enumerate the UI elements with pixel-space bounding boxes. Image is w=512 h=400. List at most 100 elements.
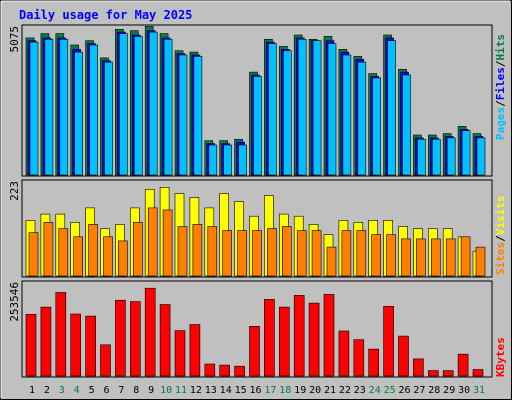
hits-chart-pages-bar-day-18 <box>282 50 292 176</box>
hits-chart-pages-bar-day-23 <box>357 61 367 176</box>
kbytes-chart-kbytes-bar-day-17 <box>264 299 275 377</box>
hits-chart-pages-bar-day-19 <box>297 38 307 176</box>
legend-files: Files <box>494 67 507 100</box>
chart-title: Daily usage for May 2025 <box>19 8 192 22</box>
day-label-16: 16 <box>249 385 261 396</box>
hits-chart-pages-bar-day-15 <box>238 144 247 176</box>
hits-chart-pages-bar-day-7 <box>119 33 128 176</box>
day-label-4: 4 <box>74 385 80 396</box>
day-label-21: 21 <box>324 385 336 396</box>
hits-chart-pages-bar-day-3 <box>59 38 69 176</box>
day-label-18: 18 <box>279 385 291 396</box>
hits-chart-pages-bar-day-27 <box>417 139 426 176</box>
kbytes-chart-kbytes-bar-day-19 <box>293 295 305 377</box>
visits-chart-sites-bar-day-16 <box>252 230 262 277</box>
visits-chart-sites-bar-day-2 <box>43 222 54 277</box>
day-label-23: 23 <box>354 385 366 396</box>
hits-ymax-label: 5075 <box>8 26 21 53</box>
visits-chart-sites-bar-day-30 <box>460 236 471 277</box>
day-label-19: 19 <box>294 385 306 396</box>
kbytes-chart-kbytes-bar-day-11 <box>174 330 186 377</box>
day-label-1: 1 <box>29 385 35 396</box>
day-label-20: 20 <box>309 385 321 396</box>
kbytes-chart-kbytes-bar-day-10 <box>159 304 171 377</box>
visits-chart-sites-bar-day-13 <box>207 226 218 277</box>
day-label-30: 30 <box>458 385 470 396</box>
day-label-15: 15 <box>235 385 247 396</box>
kbytes-chart-kbytes-bar-day-9 <box>144 287 156 377</box>
legend-sep-3: / <box>494 235 507 242</box>
kbytes-chart-kbytes-bar-day-26 <box>398 335 409 377</box>
kbytes-chart-kbytes-bar-day-20 <box>308 302 320 377</box>
kbytes-chart-kbytes-bar-day-14 <box>219 364 230 377</box>
hits-chart-pages-bar-day-12 <box>193 56 203 176</box>
visits-chart-sites-bar-day-19 <box>296 230 307 277</box>
kbytes-chart-kbytes-bar-day-7 <box>115 299 126 377</box>
day-label-22: 22 <box>339 385 351 396</box>
legend-hits: Hits <box>494 34 507 61</box>
visits-chart-sites-bar-day-21 <box>326 246 337 277</box>
hits-chart-pages-bar-day-22 <box>342 54 352 176</box>
hits-chart-pages-bar-day-6 <box>104 61 113 176</box>
hits-chart-pages-bar-day-8 <box>134 36 143 176</box>
kbytes-chart-kbytes-bar-day-28 <box>427 370 439 377</box>
day-label-7: 7 <box>118 385 124 396</box>
day-label-13: 13 <box>205 385 217 396</box>
visits-chart-sites-bar-day-29 <box>445 238 456 277</box>
kbytes-ymax-label: 253546 <box>8 282 21 322</box>
kbytes-chart-kbytes-bar-day-24 <box>368 348 380 377</box>
day-label-12: 12 <box>190 385 202 396</box>
visits-chart-sites-bar-day-11 <box>177 226 188 277</box>
visits-chart-sites-bar-day-8 <box>133 222 143 277</box>
hits-chart-pages-bar-day-17 <box>268 43 277 176</box>
day-label-5: 5 <box>89 385 95 396</box>
day-label-25: 25 <box>384 385 396 396</box>
hits-chart-pages-bar-day-25 <box>387 40 396 176</box>
legend-pages: Pages <box>494 107 507 140</box>
kbytes-chart-kbytes-bar-day-22 <box>338 330 350 377</box>
hits-chart-pages-bar-day-9 <box>148 31 158 176</box>
day-label-24: 24 <box>369 385 381 396</box>
visits-chart-sites-bar-day-7 <box>118 240 128 277</box>
day-label-29: 29 <box>443 385 455 396</box>
day-label-2: 2 <box>44 385 50 396</box>
legend-sep-1: / <box>494 100 507 107</box>
day-label-31: 31 <box>473 385 485 396</box>
visits-chart-sites-bar-day-9 <box>147 207 158 277</box>
hits-chart-pages-bar-day-2 <box>44 38 54 176</box>
kbytes-chart-kbytes-bar-day-29 <box>442 370 454 377</box>
kbytes-chart-kbytes-bar-day-13 <box>204 363 216 377</box>
visits-chart-sites-bar-day-31 <box>475 246 486 277</box>
visits-ymax-label: 223 <box>8 181 21 201</box>
kbytes-chart-kbytes-bar-day-1 <box>25 313 37 377</box>
visits-chart-sites-bar-day-4 <box>73 236 83 277</box>
visits-chart-sites-bar-day-20 <box>311 230 322 277</box>
kbytes-legend: KBytes <box>494 337 507 377</box>
visits-chart-sites-bar-day-25 <box>386 234 396 277</box>
kbytes-chart-kbytes-bar-day-23 <box>353 339 365 377</box>
visits-chart-sites-bar-day-5 <box>88 224 98 277</box>
visits-chart-sites-bar-day-10 <box>162 209 173 277</box>
visits-chart-sites-bar-day-14 <box>222 230 232 277</box>
day-labels: 1 2 3 4 5 6 7 8 9 10 11 12 13 14 15 16 17 18 19 20 21 22 23 24 2… <box>29 385 485 396</box>
hits-chart-pages-bar-day-14 <box>223 144 232 176</box>
visits-chart-sites-bar-day-6 <box>103 236 113 277</box>
visits-chart-sites-bar-day-1 <box>28 232 39 277</box>
kbytes-chart-kbytes-bar-day-18 <box>278 306 290 377</box>
day-label-10: 10 <box>160 385 172 396</box>
day-label-6: 6 <box>103 385 109 396</box>
day-label-8: 8 <box>133 385 139 396</box>
visits-chart-sites-bar-day-28 <box>430 238 441 277</box>
visits-chart-sites-bar-day-27 <box>416 238 426 277</box>
visits-chart-sites-bar-day-22 <box>341 230 352 277</box>
kbytes-chart-kbytes-bar-day-4 <box>70 313 81 377</box>
visits-chart-sites-bar-day-17 <box>267 228 277 277</box>
kbytes-chart-kbytes-bar-day-15 <box>234 365 245 377</box>
kbytes-chart-kbytes-bar-day-12 <box>189 324 201 377</box>
kbytes-chart-kbytes-bar-day-3 <box>55 292 67 377</box>
visits-chart-sites-bar-day-26 <box>401 238 411 277</box>
day-label-14: 14 <box>220 385 232 396</box>
hits-chart-pages-bar-day-10 <box>163 38 173 176</box>
